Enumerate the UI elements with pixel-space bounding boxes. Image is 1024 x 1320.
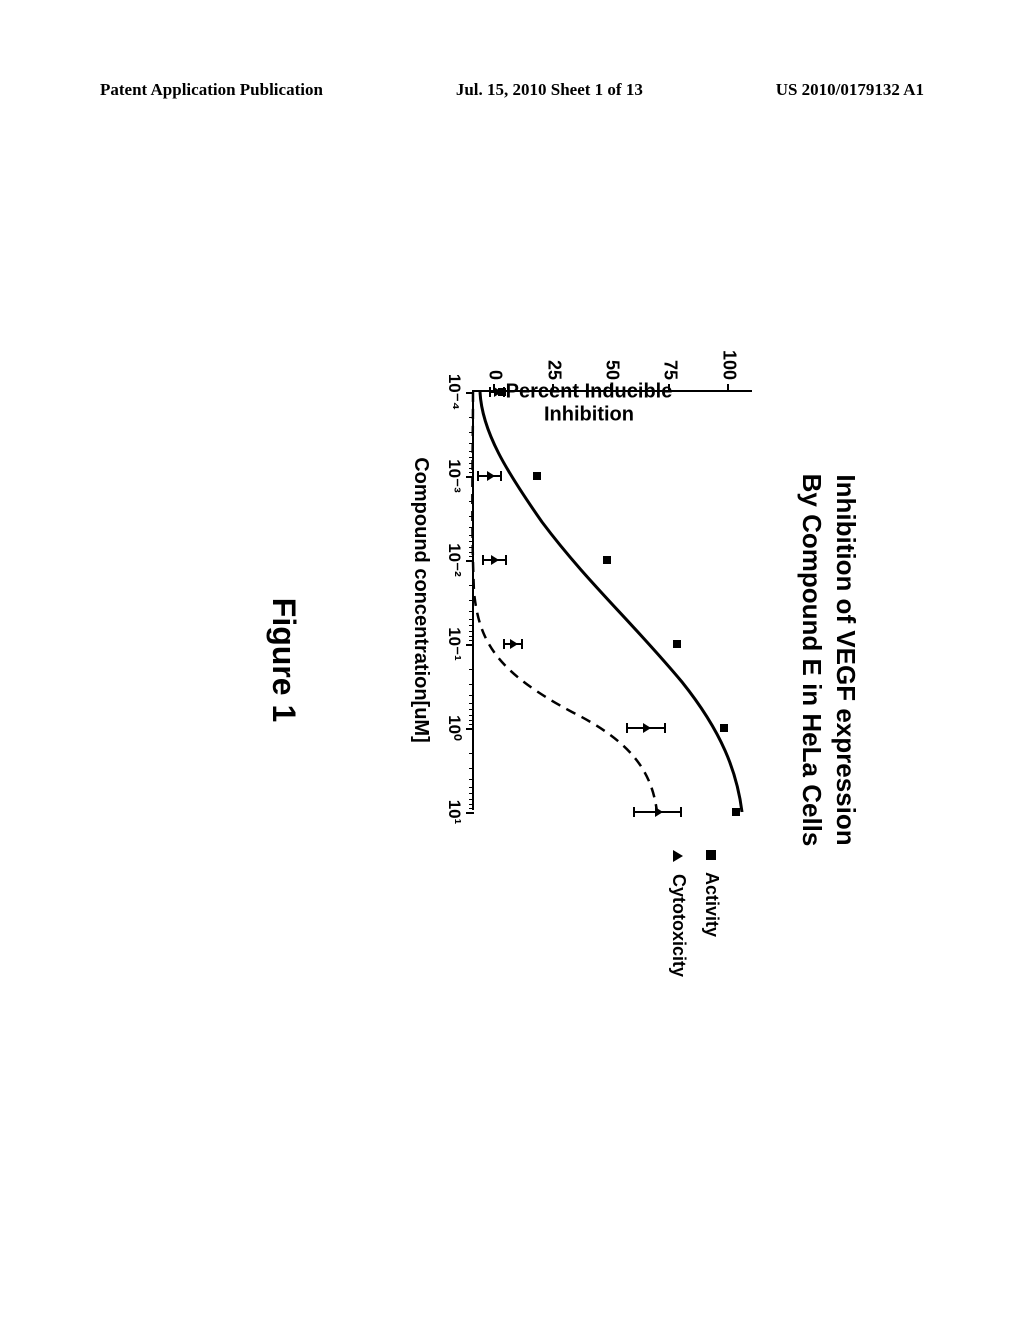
- cytotoxicity-data-point: [655, 807, 663, 817]
- legend-cytotoxicity: Cytotoxicity: [668, 850, 689, 977]
- error-cap: [680, 807, 682, 817]
- x-tick-minor: [469, 527, 474, 528]
- x-tick-minor: [469, 535, 474, 536]
- legend: Activity Cytotoxicity: [656, 850, 722, 977]
- chart-title-line2: By Compound E in HeLa Cells: [794, 210, 828, 1110]
- square-marker-icon: [707, 850, 717, 860]
- chart-title-line1: Inhibition of VEGF expression: [828, 210, 862, 1110]
- activity-data-point: [720, 724, 728, 732]
- x-tick-label: 10⁻⁴: [444, 374, 474, 410]
- curves-svg: [472, 392, 752, 812]
- figure-caption: Figure 1: [265, 210, 302, 1110]
- x-tick-minor: [469, 451, 474, 452]
- chart-title: Inhibition of VEGF expression By Compoun…: [794, 210, 862, 1110]
- triangle-marker-icon: [674, 850, 684, 862]
- error-cap: [664, 723, 666, 733]
- x-tick-label: 10⁻¹: [444, 627, 474, 661]
- x-tick-label: 10⁻³: [444, 459, 474, 493]
- cytotoxicity-data-point: [494, 387, 502, 397]
- y-tick-label: 100: [718, 350, 739, 392]
- x-tick-minor: [469, 703, 474, 704]
- x-tick-label: 10⁰: [444, 715, 474, 741]
- x-tick-minor: [469, 695, 474, 696]
- legend-activity: Activity: [701, 850, 722, 977]
- cytotoxicity-data-point: [643, 723, 651, 733]
- error-cap: [521, 639, 523, 649]
- activity-data-point: [603, 556, 611, 564]
- x-tick-minor: [469, 787, 474, 788]
- x-tick-minor: [469, 768, 474, 769]
- y-tick-label: 50: [602, 360, 623, 392]
- header-left: Patent Application Publication: [100, 80, 323, 100]
- header-right: US 2010/0179132 A1: [776, 80, 924, 100]
- x-tick-minor: [469, 417, 474, 418]
- legend-activity-label: Activity: [701, 872, 722, 937]
- error-cap: [503, 639, 505, 649]
- x-tick-minor: [469, 611, 474, 612]
- x-tick-minor: [469, 669, 474, 670]
- x-tick-label: 10⁻²: [444, 543, 474, 577]
- activity-data-point: [732, 808, 740, 816]
- x-tick-minor: [469, 684, 474, 685]
- y-tick-label: 75: [660, 360, 681, 392]
- x-tick-minor: [469, 753, 474, 754]
- x-tick-minor: [469, 501, 474, 502]
- x-tick-minor: [469, 516, 474, 517]
- error-cap: [503, 387, 505, 397]
- x-tick-minor: [469, 443, 474, 444]
- activity-curve: [480, 392, 742, 812]
- page-header: Patent Application Publication Jul. 15, …: [0, 80, 1024, 100]
- error-cap: [477, 471, 479, 481]
- cytotoxicity-data-point: [487, 471, 495, 481]
- activity-data-point: [673, 640, 681, 648]
- cytotoxicity-data-point: [510, 639, 518, 649]
- x-tick-minor: [469, 625, 474, 626]
- cytotoxicity-data-point: [491, 555, 499, 565]
- legend-cytotoxicity-label: Cytotoxicity: [668, 874, 689, 977]
- error-cap: [505, 555, 507, 565]
- activity-data-point: [533, 472, 541, 480]
- x-axis-title: Compound concentration[uM]: [409, 390, 432, 810]
- error-cap: [626, 723, 628, 733]
- chart-plot-area: 0255075100 10⁻⁴10⁻³10⁻²10⁻¹10⁰10¹: [472, 390, 752, 810]
- header-center: Jul. 15, 2010 Sheet 1 of 13: [456, 80, 643, 100]
- error-cap: [500, 471, 502, 481]
- x-tick-minor: [469, 541, 474, 542]
- x-tick-minor: [469, 600, 474, 601]
- x-tick-minor: [469, 432, 474, 433]
- x-tick-label: 10¹: [444, 800, 474, 825]
- x-tick-minor: [469, 793, 474, 794]
- x-tick-minor: [469, 779, 474, 780]
- x-tick-minor: [469, 585, 474, 586]
- x-tick-minor: [469, 457, 474, 458]
- x-tick-minor: [469, 709, 474, 710]
- error-cap: [633, 807, 635, 817]
- x-tick-minor: [469, 619, 474, 620]
- error-cap: [482, 555, 484, 565]
- y-tick-label: 25: [543, 360, 564, 392]
- figure-container: Inhibition of VEGF expression By Compoun…: [162, 210, 862, 1110]
- error-cap: [489, 387, 491, 397]
